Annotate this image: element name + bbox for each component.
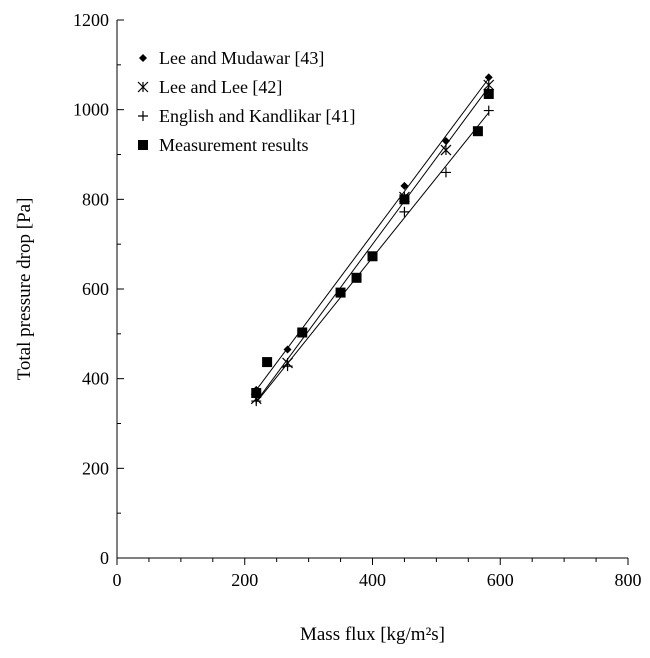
asterisk-data-point xyxy=(440,144,452,156)
square-data-point xyxy=(297,327,308,338)
x-tick-label: 200 xyxy=(231,570,258,590)
legend-marker-diamond xyxy=(139,54,147,62)
legend-marker-square xyxy=(138,140,148,150)
plus-data-point xyxy=(399,206,410,217)
legend-label: English and Kandlikar [41] xyxy=(159,106,355,126)
x-tick-label: 800 xyxy=(615,570,642,590)
trendline xyxy=(255,86,490,402)
y-tick-label: 600 xyxy=(82,279,109,299)
diamond-data-point xyxy=(283,345,292,354)
legend-label: Lee and Lee [42] xyxy=(159,77,282,97)
legend-marker-asterisk xyxy=(137,81,149,93)
trendlines xyxy=(255,78,490,403)
asterisk-data-point xyxy=(483,79,495,91)
y-tick-label: 1000 xyxy=(73,100,109,120)
square-data-point xyxy=(472,126,483,137)
legend-label: Lee and Mudawar [43] xyxy=(159,48,324,68)
trendline xyxy=(255,78,490,391)
x-tick-label: 600 xyxy=(487,570,514,590)
legend-marker-plus xyxy=(138,111,148,121)
y-tick-label: 1200 xyxy=(73,10,109,30)
square-data-point xyxy=(335,287,346,298)
data-points xyxy=(250,73,495,407)
y-axis-title: Total pressure drop [Pa] xyxy=(14,198,35,381)
square-data-point xyxy=(483,88,494,99)
square-data-point xyxy=(262,357,273,368)
plus-data-point xyxy=(483,105,494,116)
y-tick-label: 800 xyxy=(82,189,109,209)
diamond-data-point xyxy=(484,73,493,82)
x-axis-title: Mass flux [kg/m²s] xyxy=(300,624,445,645)
plus-data-point xyxy=(282,361,293,372)
legend: Lee and Mudawar [43] Lee and Lee [42] Engl… xyxy=(137,48,355,155)
y-tick-label: 200 xyxy=(82,458,109,478)
square-data-point xyxy=(251,388,262,399)
y-tick-label: 400 xyxy=(82,369,109,389)
y-tick-label: 0 xyxy=(100,548,109,568)
legend-label: Measurement results xyxy=(159,135,308,155)
axes: 0 200 400 600 800 1000 1200 0 200 400 600 800 xyxy=(73,10,642,590)
square-data-point xyxy=(399,194,410,205)
square-data-point xyxy=(367,251,378,262)
diamond-data-point xyxy=(400,181,409,190)
square-data-point xyxy=(351,272,362,283)
diamond-data-point xyxy=(441,137,450,146)
x-tick-label: 400 xyxy=(359,570,386,590)
plus-data-point xyxy=(440,167,451,178)
x-tick-label: 0 xyxy=(113,570,122,590)
